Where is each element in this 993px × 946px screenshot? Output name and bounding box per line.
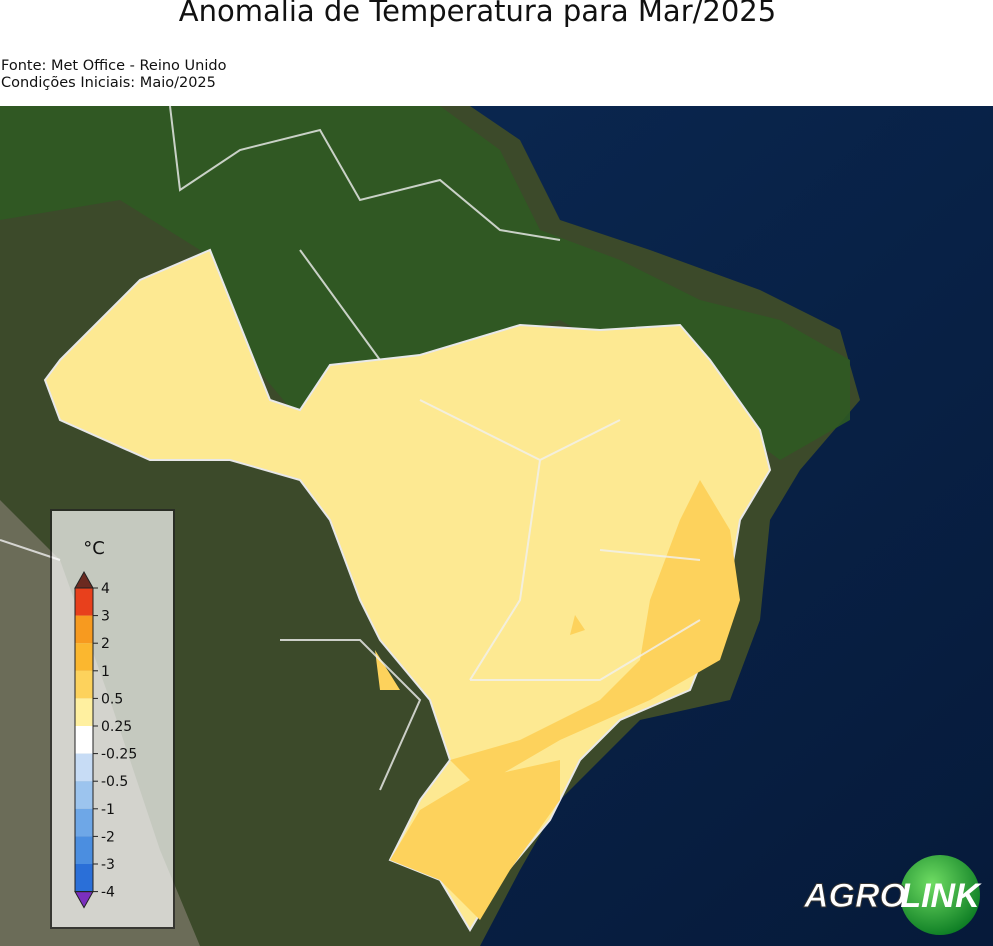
colorbar-outline — [74, 587, 94, 893]
logo-circle — [900, 855, 980, 935]
colorbar-tick-label: -2 — [101, 829, 115, 845]
map-title: Anomalia de Temperatura para Mar/2025 — [178, 0, 777, 28]
logo-right: LINK — [900, 877, 982, 915]
colorbar-bin — [75, 670, 93, 699]
colorbar-bin — [75, 726, 93, 754]
logo-left: AGRO — [803, 877, 906, 915]
colorbar-bin — [75, 588, 93, 616]
colorbar-tick-label: 3 — [101, 609, 110, 625]
colorbar-bin — [75, 836, 93, 864]
colorbar: °C 4 3 2 1 0.5 0.25 -0.25 -0.5 -1 -2 -3 -4 — [50, 509, 175, 929]
colorbar-bin — [75, 808, 93, 837]
colorbar-bin — [75, 753, 93, 782]
colorbar-tick-label: -4 — [101, 885, 115, 901]
initial-conditions: Condições Iniciais: Maio/2025 — [1, 75, 216, 91]
colorbar-bin — [75, 615, 93, 644]
borders — [0, 106, 701, 791]
anomaly-0.25-0.5 — [43, 248, 772, 932]
colorbar-tick-label: -1 — [101, 802, 115, 818]
forest — [0, 106, 850, 460]
colorbar-bin — [75, 698, 93, 726]
colorbar-tick-label: 2 — [101, 636, 110, 652]
colorbar-tick-label: -0.5 — [101, 774, 128, 790]
colorbar-tick-label: 1 — [101, 664, 110, 680]
logo: AGRO LINK — [803, 855, 982, 935]
colorbar-bin — [75, 864, 93, 892]
colorbar-unit: °C — [83, 538, 105, 559]
colorbar-tick-label: 4 — [101, 581, 110, 597]
colorbar-tick-label: -3 — [101, 857, 115, 873]
anomaly-0.5-1 — [375, 480, 740, 920]
colorbar-panel — [50, 509, 175, 929]
source-line: Fonte: Met Office - Reino Unido — [1, 58, 227, 74]
colorbar-tick-label: 0.5 — [101, 691, 123, 707]
colorbar-tick-label: -0.25 — [101, 747, 137, 763]
colorbar-bin — [75, 781, 93, 809]
map: °C 4 3 2 1 0.5 0.25 -0.25 -0.5 -1 -2 -3 -4 AGRO LIN… — [0, 106, 993, 946]
colorbar-tick-label: 0.25 — [101, 719, 132, 735]
colorbar-bin — [75, 643, 93, 671]
